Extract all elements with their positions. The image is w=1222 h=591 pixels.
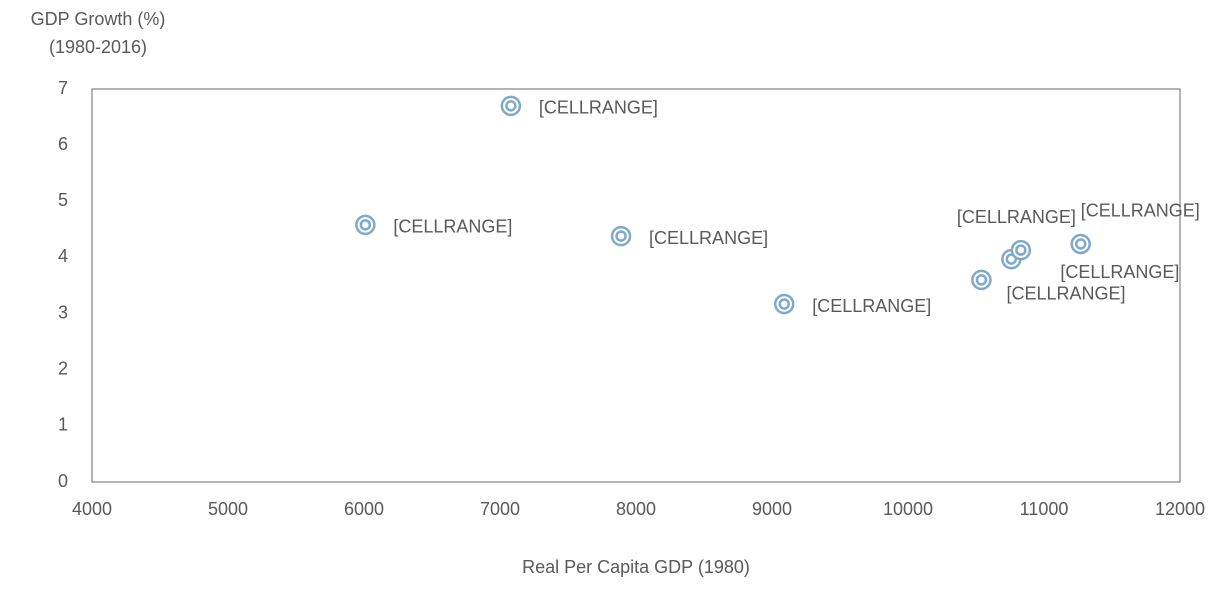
y-tick-label: 2 [58,358,68,378]
point-core [975,274,988,286]
point-ring [610,225,632,247]
y-tick-label: 7 [58,78,68,98]
y-tick-label: 4 [58,246,68,266]
point-core [1015,244,1027,256]
point [1070,233,1091,255]
point-core [1005,253,1018,265]
point-core [359,219,372,231]
data-label: [CELLRANGE] [393,217,512,237]
data-label: [CELLRANGE] [1060,262,1179,282]
point-core [505,100,517,112]
point [1010,239,1032,261]
data-label: [CELLRANGE] [957,207,1076,227]
point-ring [971,269,992,291]
x-tick-label: 10000 [883,499,933,519]
x-tick-label: 12000 [1155,499,1205,519]
point [971,269,992,291]
point-ring [1010,239,1032,261]
y-tick-label: 6 [58,134,68,154]
x-tick-label: 11000 [1020,499,1069,519]
plot-frame [91,88,1181,483]
x-tick-label: 7000 [480,499,520,519]
data-label: [CELLRANGE] [649,228,768,248]
y-tick-label: 5 [58,190,68,210]
point-ring [355,214,376,236]
point [610,225,632,247]
point-ring [773,293,795,315]
y-tick-label: 0 [58,471,68,491]
x-axis-title: Real Per Capita GDP (1980) [522,557,750,577]
point-ring [1070,233,1091,255]
x-tick-label: 4000 [72,499,112,519]
y-axis-title: (1980-2016) [49,37,147,57]
x-tick-label: 6000 [344,499,384,519]
point-core [1074,238,1087,250]
point [773,293,795,315]
y-tick-label: 1 [58,415,68,435]
y-axis-title: GDP Growth (%) [31,9,166,29]
point-core [615,230,627,242]
x-tick-label: 5000 [208,499,248,519]
data-label: [CELLRANGE] [1081,201,1200,221]
point-core [778,298,790,310]
data-label: [CELLRANGE] [539,98,658,118]
data-label: [CELLRANGE] [1006,284,1125,304]
y-tick-label: 3 [58,302,68,322]
point [500,95,522,117]
data-label: [CELLRANGE] [812,296,931,316]
point-ring [500,95,522,117]
x-tick-label: 8000 [616,499,656,519]
x-tick-label: 9000 [752,499,792,519]
point [355,214,376,236]
